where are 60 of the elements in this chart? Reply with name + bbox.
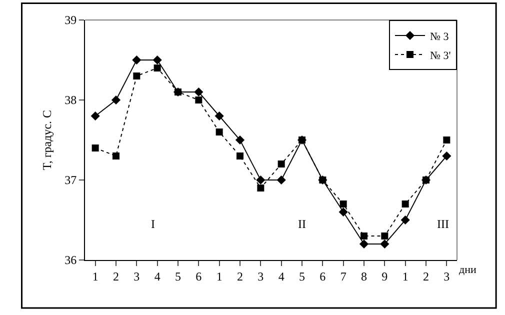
point bbox=[133, 72, 140, 80]
annotation: II bbox=[298, 217, 306, 231]
y-axis-title: T, градус. C bbox=[40, 110, 54, 170]
point bbox=[443, 136, 450, 144]
x-tick-label: 2 bbox=[113, 269, 119, 284]
y-tick-label: 36 bbox=[64, 253, 77, 268]
point bbox=[402, 200, 409, 208]
x-tick-label: 1 bbox=[92, 269, 98, 284]
point bbox=[236, 152, 244, 160]
point bbox=[90, 111, 100, 121]
point bbox=[256, 175, 266, 185]
point bbox=[216, 128, 223, 136]
point bbox=[132, 55, 142, 65]
point bbox=[381, 232, 388, 240]
x-tick-label: 5 bbox=[175, 269, 181, 284]
point bbox=[154, 64, 161, 72]
point bbox=[152, 55, 162, 65]
annotation: III bbox=[437, 217, 449, 231]
x-tick-label: 4 bbox=[278, 269, 284, 284]
point bbox=[380, 239, 390, 249]
x-tick-label: 2 bbox=[423, 269, 429, 284]
point bbox=[359, 239, 369, 249]
x-tick-label: 2 bbox=[237, 269, 243, 284]
point bbox=[235, 135, 245, 145]
x-tick-label: 1 bbox=[216, 269, 222, 284]
point bbox=[340, 200, 347, 208]
point bbox=[276, 175, 286, 185]
x-tick-label: 6 bbox=[196, 269, 202, 284]
x-tick-label: 8 bbox=[361, 269, 367, 284]
point bbox=[92, 144, 99, 152]
annotation: I bbox=[151, 217, 155, 231]
x-tick-label: 1 bbox=[402, 269, 408, 284]
x-tick-label: 5 bbox=[299, 269, 305, 284]
point bbox=[257, 184, 264, 192]
legend-label: № 3' bbox=[430, 50, 451, 62]
y-tick-label: 38 bbox=[64, 93, 77, 108]
x-tick-label: 3 bbox=[258, 269, 264, 284]
point bbox=[422, 176, 430, 184]
legend-label: № 3 bbox=[430, 30, 450, 43]
y-tick-label: 37 bbox=[64, 173, 77, 188]
point bbox=[278, 160, 285, 168]
point bbox=[195, 96, 202, 104]
x-axis-title: дни bbox=[459, 264, 476, 276]
point bbox=[174, 88, 182, 96]
x-tick-label: 9 bbox=[382, 269, 388, 284]
x-tick-label: 7 bbox=[340, 269, 346, 284]
point bbox=[338, 207, 348, 217]
x-tick-label: 6 bbox=[320, 269, 326, 284]
point bbox=[111, 95, 121, 105]
point bbox=[194, 87, 204, 97]
x-tick-label: 3 bbox=[444, 269, 450, 284]
point bbox=[214, 111, 224, 121]
point bbox=[360, 232, 368, 240]
x-tick-label: 4 bbox=[154, 269, 160, 284]
point bbox=[442, 151, 452, 161]
x-tick-label: 3 bbox=[134, 269, 140, 284]
point bbox=[400, 215, 410, 225]
point bbox=[298, 136, 306, 144]
point bbox=[112, 152, 120, 160]
y-tick-label: 39 bbox=[64, 13, 77, 28]
